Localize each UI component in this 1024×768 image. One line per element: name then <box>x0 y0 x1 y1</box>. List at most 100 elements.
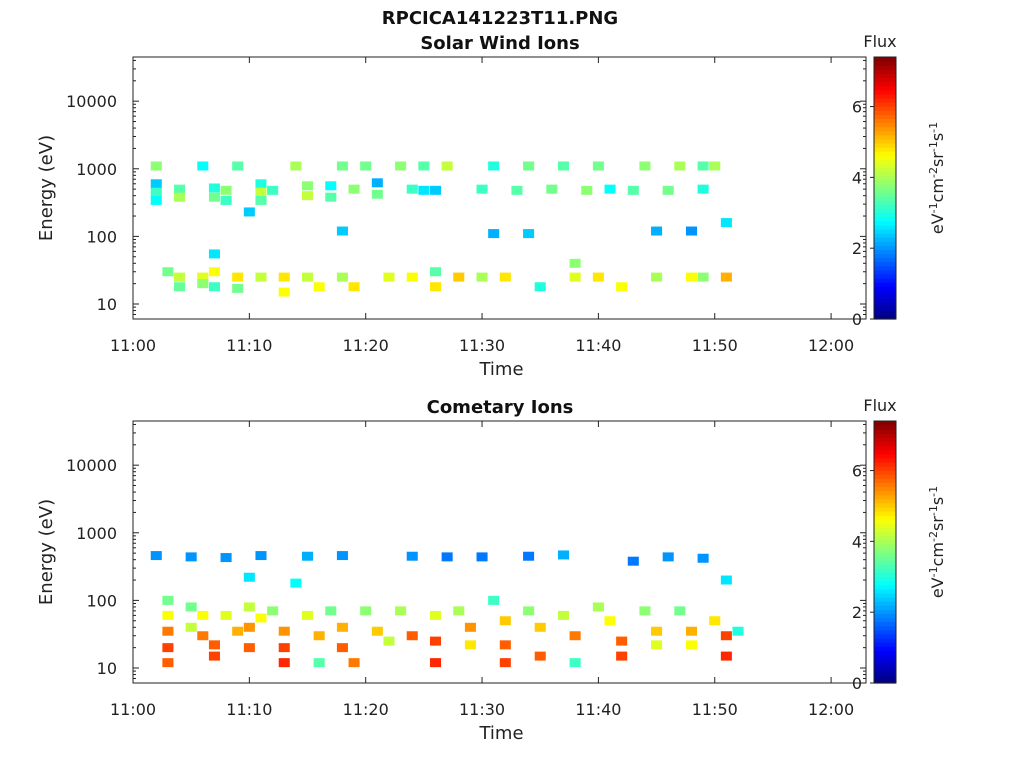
colorbar-segment <box>874 134 896 140</box>
y-tick-label: 10 <box>97 295 117 314</box>
colorbar-segment <box>874 278 896 283</box>
heat-cell <box>476 552 488 562</box>
colorbar-segment <box>874 81 896 87</box>
heat-cell <box>616 282 628 292</box>
colorbar-segment <box>874 208 896 214</box>
heat-cells <box>150 161 732 297</box>
colorbar-segment <box>874 286 896 291</box>
colorbar-segment <box>874 171 896 177</box>
heat-cell <box>697 553 709 563</box>
colorbar-segment <box>874 613 896 619</box>
heat-cell <box>232 283 244 293</box>
colorbar-segment <box>874 163 896 169</box>
x-tick-label: 12:00 <box>808 336 854 355</box>
colorbar-segment <box>874 466 896 471</box>
colorbar-segment <box>874 453 896 459</box>
colorbar-segment <box>874 674 896 680</box>
colorbar-segment <box>874 629 896 635</box>
colorbar-segment <box>874 241 896 246</box>
heat-cell <box>278 272 290 282</box>
colorbar-segment <box>874 77 896 83</box>
heat-cell <box>208 282 220 292</box>
colorbar-segment <box>874 73 896 79</box>
panel-title: Cometary Ions <box>427 397 574 418</box>
x-tick-label: 11:30 <box>459 336 505 355</box>
y-tick-label: 10 <box>97 659 117 678</box>
colorbar-segment <box>874 486 896 492</box>
colorbar-segment <box>874 306 896 312</box>
heat-cell <box>197 161 209 171</box>
heat-cell <box>592 272 604 282</box>
colorbar-unit-label: eV-1cm-2sr-1s-1 <box>927 122 948 234</box>
colorbar-segment <box>874 310 896 316</box>
heat-cell <box>685 226 698 236</box>
heat-cell <box>441 161 453 171</box>
heat-cell <box>476 184 488 194</box>
colorbar-segment <box>874 192 896 197</box>
heat-cell <box>208 249 220 259</box>
colorbar-segment <box>874 69 896 74</box>
heat-cell <box>301 610 314 620</box>
colorbar-segment <box>874 200 896 205</box>
colorbar-segment <box>874 580 896 586</box>
plot-frame <box>132 56 867 320</box>
colorbar-segment <box>874 511 896 516</box>
colorbar-segment <box>874 314 896 320</box>
heat-cell <box>523 551 535 561</box>
heat-cell <box>336 226 348 236</box>
colorbar-segment <box>874 519 896 524</box>
heat-cell <box>232 161 244 171</box>
heat-cell <box>301 272 314 282</box>
heat-cell <box>685 272 698 282</box>
colorbar-segment <box>874 457 896 463</box>
colorbar-segment <box>874 543 896 549</box>
colorbar-tick-label: 6 <box>852 462 862 481</box>
heat-cell <box>406 631 418 641</box>
heat-cell <box>336 161 348 171</box>
heat-cell <box>418 161 430 171</box>
colorbar-segment <box>874 421 896 426</box>
heat-cell <box>662 552 674 562</box>
colorbar-segment <box>874 633 896 639</box>
heat-cell <box>720 272 732 282</box>
colorbar-segment <box>874 564 896 569</box>
heat-cell <box>325 181 337 191</box>
colorbar-segment <box>874 441 896 447</box>
heat-cell <box>418 185 430 195</box>
heat-cell <box>174 192 186 202</box>
colorbar-title: Flux <box>863 32 896 51</box>
colorbar-segment <box>874 609 896 615</box>
x-axis-label: Time <box>478 359 523 380</box>
x-tick-label: 11:00 <box>110 700 156 719</box>
x-tick-label: 12:00 <box>808 700 854 719</box>
heat-cell <box>569 258 581 268</box>
heat-cell <box>639 161 651 171</box>
colorbar-segment <box>874 625 896 631</box>
colorbar-segment <box>874 237 896 242</box>
colorbar-segment <box>874 556 896 561</box>
colorbar-segment <box>874 449 896 455</box>
x-tick-label: 11:20 <box>343 336 389 355</box>
colorbar-segment <box>874 118 896 124</box>
y-tick-label: 1000 <box>76 524 117 543</box>
colorbar-segment <box>874 175 896 181</box>
colorbar-segment <box>874 552 896 557</box>
colorbar-segment <box>874 429 896 434</box>
heat-cell <box>220 610 232 620</box>
heat-cell <box>313 282 325 292</box>
heat-cell <box>208 267 220 277</box>
heat-cell <box>732 626 744 636</box>
heat-cell <box>150 551 162 561</box>
heat-cell <box>685 640 698 650</box>
y-tick-label: 100 <box>86 227 117 246</box>
colorbar-segment <box>874 547 896 553</box>
heat-cell <box>174 184 186 194</box>
heat-cell <box>185 622 197 632</box>
panel-1: Cometary Ions 10 100 1000 10000 11:00 11:10 11:… <box>36 396 947 744</box>
heat-cell <box>162 595 174 605</box>
heat-cell <box>674 161 686 171</box>
colorbar-segment <box>874 527 896 533</box>
heat-cell <box>197 610 209 620</box>
colorbar-segment <box>874 502 896 508</box>
x-tick-label: 11:10 <box>226 700 272 719</box>
